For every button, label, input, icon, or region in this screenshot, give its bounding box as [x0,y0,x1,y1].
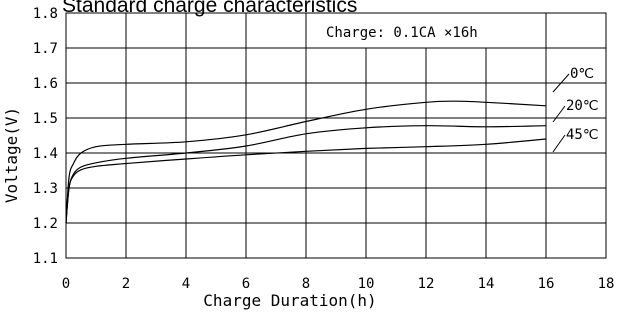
y-tick-label: 1.7 [33,41,58,57]
annotation-box [305,12,547,49]
x-tick-label: 12 [418,276,435,292]
series-line [65,125,547,224]
series-label-leader [552,73,570,93]
charge-condition-annotation: Charge: 0.1CA ×16h [326,25,478,41]
y-tick-label: 1.3 [33,181,58,197]
y-axis-label: Voltage(V) [2,107,21,203]
y-tick-labels: 1.1 1.2 1.3 1.4 1.5 1.6 1.7 1.8 [33,6,58,267]
series-label: 45℃ [566,127,599,143]
series-lines [65,100,547,224]
y-tick-label: 1.5 [33,111,58,127]
x-tick-label: 6 [242,276,250,292]
y-tick-label: 1.4 [33,146,58,162]
series-labels: 0℃ 20℃ 45℃ [552,66,599,153]
series-label-leader [552,105,566,123]
x-tick-label: 2 [122,276,130,292]
series-line [65,138,547,224]
series-label: 0℃ [570,66,594,82]
x-tick-label: 16 [538,276,555,292]
x-tick-label: 0 [62,276,70,292]
series-label: 20℃ [566,98,599,114]
y-tick-label: 1.6 [33,76,58,92]
x-tick-label: 10 [358,276,375,292]
x-tick-label: 4 [182,276,190,292]
x-tick-label: 14 [478,276,495,292]
y-tick-label: 1.8 [33,6,58,22]
x-axis-label: Charge Duration(h) [203,291,376,310]
x-tick-label: 18 [598,276,615,292]
y-tick-label: 1.2 [33,216,58,232]
x-tick-labels: 0 2 4 6 8 10 12 14 16 18 [62,276,615,292]
plot-frame [65,12,607,259]
series-label-leader [552,134,566,153]
y-tick-label: 1.1 [33,251,58,267]
series-line [65,100,547,224]
x-tick-label: 8 [302,276,310,292]
grid-lines [66,13,606,258]
